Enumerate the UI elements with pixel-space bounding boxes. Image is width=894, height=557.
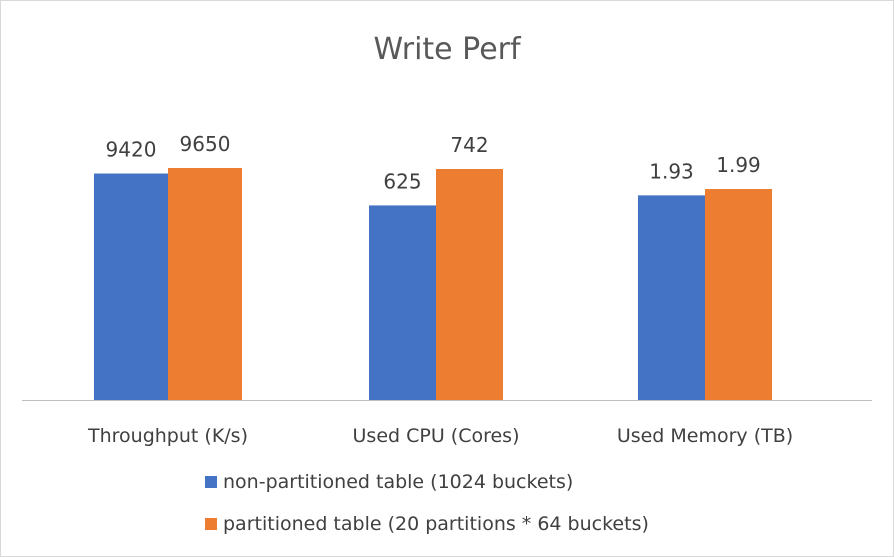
data-label-0-0: 9420	[106, 138, 157, 162]
data-label-0-1: 9650	[180, 132, 231, 156]
bar-0-0	[94, 173, 168, 400]
category-label-2: Used Memory (TB)	[617, 425, 793, 447]
bar-1-0	[369, 205, 436, 400]
legend-label-1: partitioned table (20 partitions * 64 bu…	[223, 513, 649, 535]
bar-2-1	[705, 189, 772, 400]
category-label-0: Throughput (K/s)	[87, 425, 248, 447]
legend-item-0: non-partitioned table (1024 buckets)	[205, 471, 573, 493]
data-label-2-1: 1.99	[716, 153, 761, 177]
legend-item-1: partitioned table (20 partitions * 64 bu…	[205, 513, 649, 535]
category-label-1: Used CPU (Cores)	[353, 425, 520, 447]
data-label-2-0: 1.93	[649, 159, 694, 183]
legend-swatch-1	[205, 518, 217, 530]
chart-title: Write Perf	[373, 32, 521, 67]
legend-label-0: non-partitioned table (1024 buckets)	[223, 471, 574, 493]
legend-swatch-0	[205, 476, 217, 488]
data-label-1-1: 742	[450, 133, 488, 157]
data-label-1-0: 625	[383, 169, 421, 193]
bar-1-1	[436, 169, 503, 400]
bar-0-1	[168, 168, 242, 400]
bar-2-0	[638, 195, 705, 400]
